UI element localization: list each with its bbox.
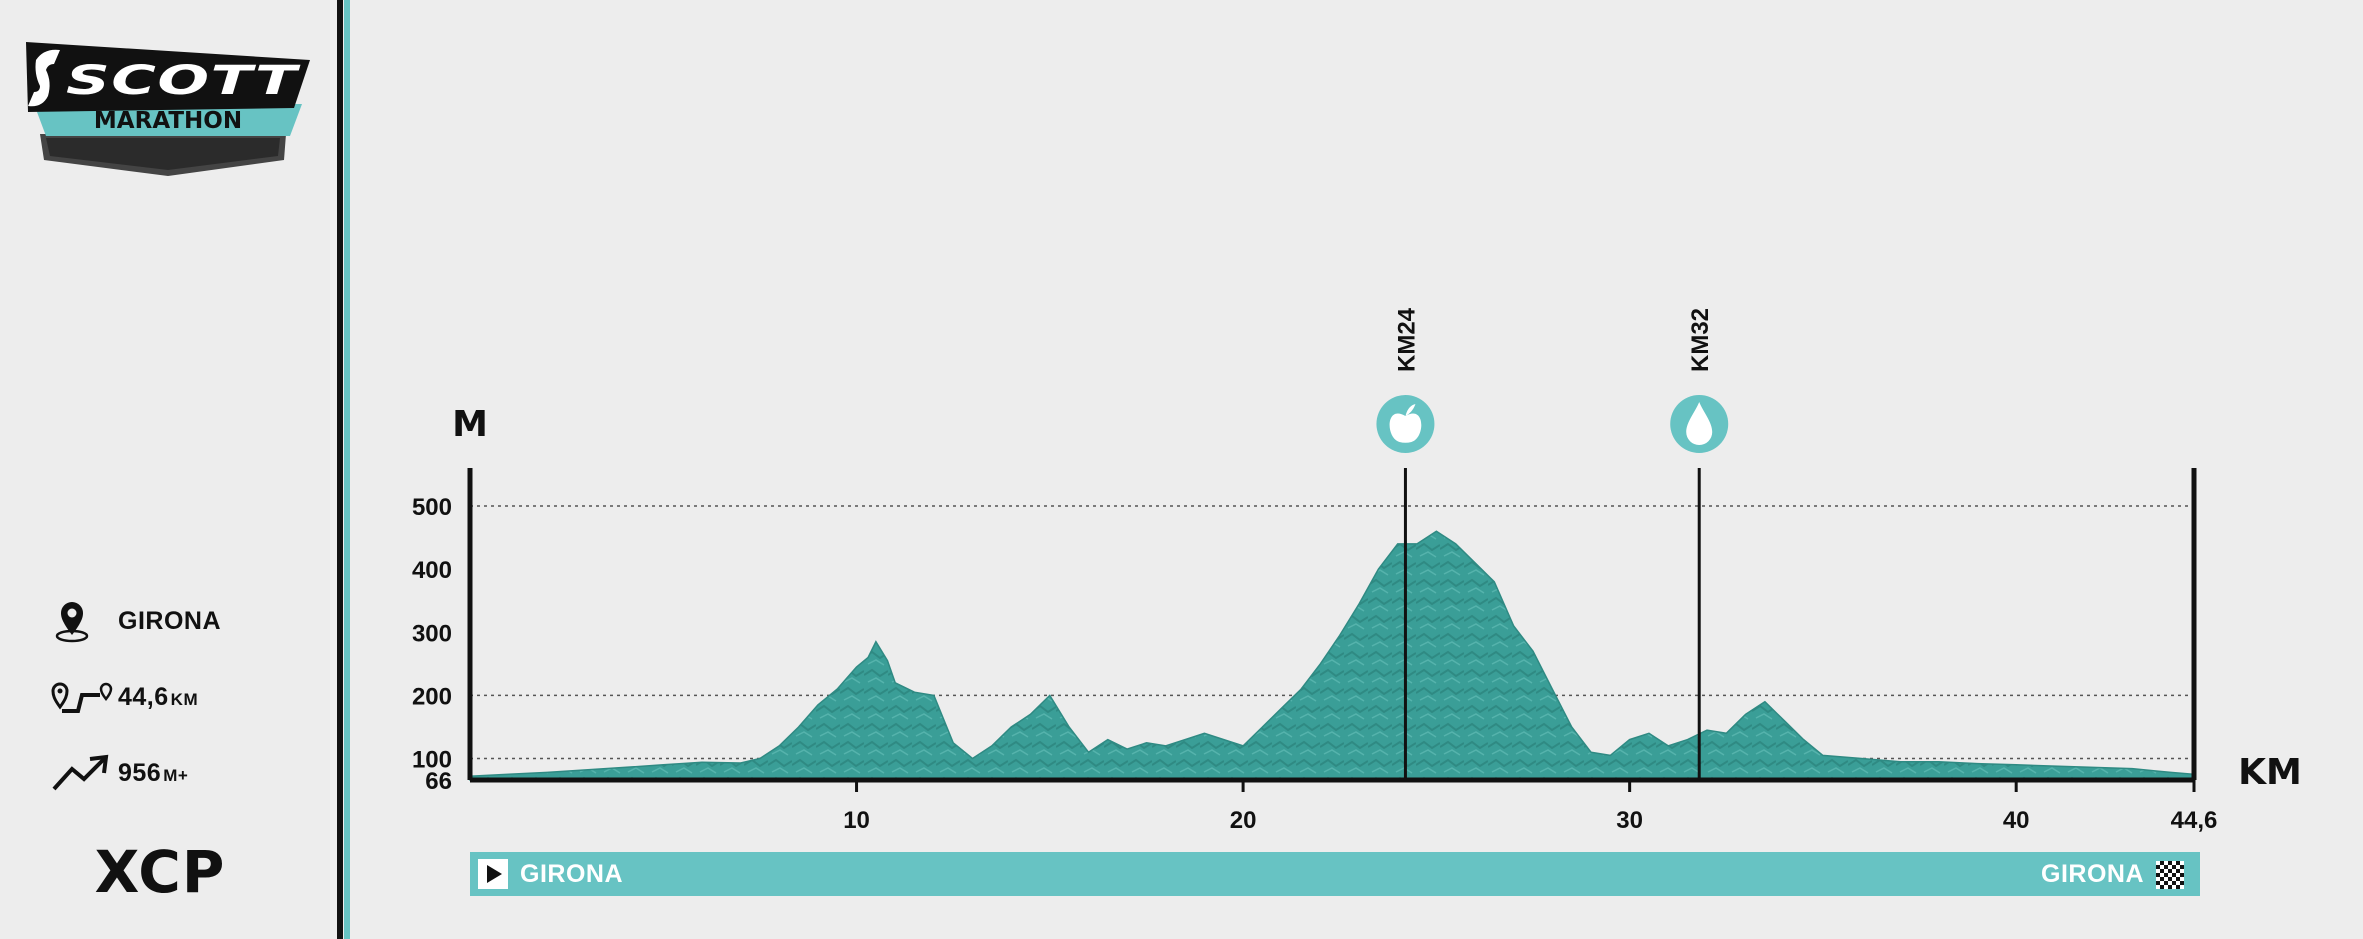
logo-event-text: MARATHON <box>94 108 242 134</box>
start-play-icon <box>478 859 508 889</box>
x-tick-label: 44,6 <box>2171 807 2218 834</box>
y-tick-label: 300 <box>412 620 452 647</box>
category-label: XCP <box>94 838 226 906</box>
y-axis-label: M <box>452 404 488 445</box>
divider-black <box>337 0 343 939</box>
elevation-value: 956 M+ <box>118 759 188 788</box>
location-row: GIRONA <box>50 596 221 646</box>
elevation-unit: M+ <box>163 765 189 785</box>
distance-unit: KM <box>170 689 199 709</box>
x-axis-label: KM <box>2238 752 2302 793</box>
scott-marathon-logo: SCOTT MARATHON <box>26 42 310 176</box>
finish-location: GIRONA <box>2041 860 2144 888</box>
route-ribbon: GIRONA GIRONA <box>470 852 2200 896</box>
y-tick-label: 100 <box>412 747 452 774</box>
y-tick-label: 400 <box>412 557 452 584</box>
distance-value: 44,6 KM <box>118 683 198 712</box>
distance-row: 44,6 KM <box>50 672 198 722</box>
sidebar: SCOTT MARATHON GIRONA 44,6 KM <box>0 0 338 939</box>
distance-number: 44,6 <box>118 682 169 711</box>
water-drop-icon <box>1686 402 1713 445</box>
y-tick-label: 66 <box>425 768 452 795</box>
elevation-gain-icon <box>50 748 118 798</box>
route-distance-icon <box>50 672 118 722</box>
location-pin-icon <box>50 596 118 646</box>
apple-body <box>1389 413 1422 443</box>
checkpoint-label: KM24 <box>1393 307 1420 372</box>
elevation-number: 956 <box>118 758 162 787</box>
elevation-row: 956 M+ <box>50 748 188 798</box>
location-label: GIRONA <box>118 606 221 635</box>
divider-teal <box>344 0 350 939</box>
start-location: GIRONA <box>520 860 623 888</box>
y-tick-label: 200 <box>412 683 452 710</box>
x-tick-label: 30 <box>1616 807 1643 834</box>
apple-leaf <box>1405 404 1416 416</box>
x-tick-label: 40 <box>2003 807 2030 834</box>
x-tick-label: 10 <box>843 807 870 834</box>
apple-icon <box>1389 404 1422 443</box>
checkpoint-label: KM32 <box>1687 308 1714 372</box>
x-tick-label: 20 <box>1230 807 1257 834</box>
y-tick-label: 500 <box>412 494 452 521</box>
elevation-profile-area <box>469 530 2195 781</box>
finish-flag-icon <box>2156 861 2184 889</box>
logo-brand-text: SCOTT <box>66 58 301 104</box>
